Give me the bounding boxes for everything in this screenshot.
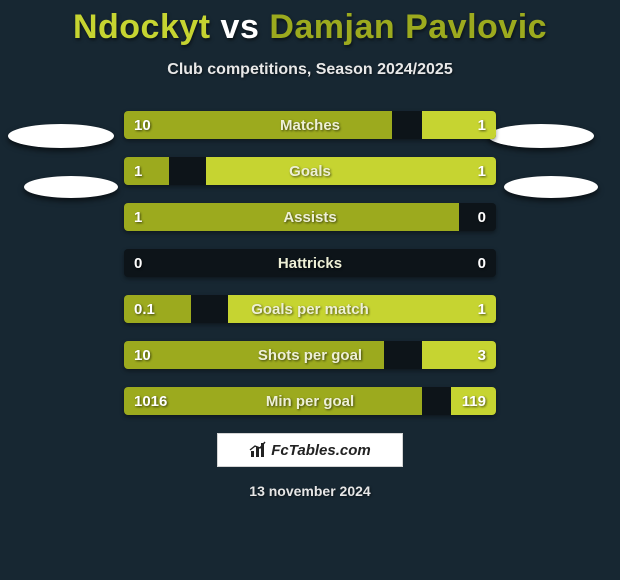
brand-badge[interactable]: FcTables.com [217,433,403,467]
stat-row: Goals per match0.1 1 [124,295,496,323]
chart-icon [249,441,267,459]
stat-label: Hattricks [124,249,496,277]
stats-container: Matches101Goals11Assists10Hattricks00Goa… [124,111,496,415]
stat-value-right: 119 [462,387,486,415]
player1-name: Ndockyt [73,8,211,46]
subtitle: Club competitions, Season 2024/2025 [0,61,620,79]
stat-value-left: 0 [134,249,142,277]
decorative-ellipse [488,124,594,148]
decorative-ellipse [504,176,598,198]
stat-label: Min per goal [124,387,496,415]
stat-row: Min per goal1016 119 [124,387,496,415]
stat-row: Goals1 1 [124,157,496,185]
stat-row: Matches10 1 [124,111,496,139]
stat-label: Assists [124,203,496,231]
stat-label: Goals [124,157,496,185]
decorative-ellipse [24,176,118,198]
stat-row: Shots per goal10 3 [124,341,496,369]
stat-value-left: 1 [134,203,142,231]
stat-label: Goals per match [124,295,496,323]
decorative-ellipse [8,124,114,148]
stat-value-right: 1 [478,111,486,139]
stat-value-right: 0 [478,203,486,231]
stat-value-right: 1 [478,295,486,323]
stat-value-left: 1 [134,157,142,185]
stat-row: Assists1 0 [124,203,496,231]
stat-value-right: 1 [478,157,486,185]
stat-value-left: 10 [134,341,151,369]
stat-label: Matches [124,111,496,139]
vs-text: vs [221,8,260,46]
stat-value-right: 0 [478,249,486,277]
comparison-title: Ndockyt vs Damjan Pavlovic [0,0,620,47]
stat-row: Hattricks0 0 [124,249,496,277]
stat-value-right: 3 [478,341,486,369]
player2-name: Damjan Pavlovic [269,8,547,46]
date-label: 13 november 2024 [0,483,620,499]
stat-label: Shots per goal [124,341,496,369]
stat-value-left: 10 [134,111,151,139]
stat-value-left: 0.1 [134,295,155,323]
brand-text: FcTables.com [271,442,370,459]
stat-value-left: 1016 [134,387,167,415]
